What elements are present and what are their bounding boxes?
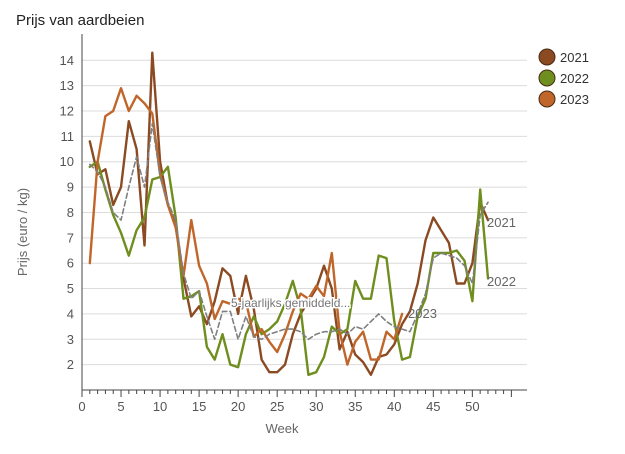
x-tick-label: 50 <box>465 399 479 414</box>
y-tick-label: 5 <box>67 281 74 296</box>
legend-swatch-2022 <box>538 69 556 87</box>
y-tick-label: 11 <box>61 129 75 144</box>
series-line-2022 <box>88 160 490 376</box>
y-tick-label: 12 <box>60 104 74 119</box>
series-line-2021 <box>88 51 490 376</box>
legend-label-2023: 2023 <box>560 92 589 107</box>
x-tick-label: 5 <box>117 399 124 414</box>
y-axis-title: Prijs (euro / kg) <box>15 188 30 276</box>
x-tick-label: 45 <box>426 399 440 414</box>
legend-label-2022: 2022 <box>560 71 589 86</box>
y-tick-label: 10 <box>60 154 74 169</box>
x-tick-label: 20 <box>231 399 245 414</box>
y-tick-label: 6 <box>67 256 74 271</box>
average-series-label: 5-jaarlijks gemiddeld... <box>231 296 350 310</box>
y-tick-label: 7 <box>67 230 74 245</box>
legend-swatch-2021 <box>538 48 556 66</box>
legend-item-2022[interactable]: 2022 <box>538 69 589 87</box>
chart-title: Prijs van aardbeien <box>16 12 145 29</box>
legend-label-2021: 2021 <box>560 50 589 65</box>
series-end-label-2023: 2023 <box>408 306 437 321</box>
x-tick-label: 30 <box>309 399 323 414</box>
y-tick-label: 13 <box>60 78 74 93</box>
x-tick-label: 0 <box>78 399 85 414</box>
x-tick-label: 10 <box>153 399 167 414</box>
x-tick-label: 35 <box>348 399 362 414</box>
y-tick-label: 9 <box>67 180 74 195</box>
series-end-labels: 2021 2022 2023 5-jaarlijks gemiddeld... <box>230 215 516 321</box>
legend-item-2021[interactable]: 2021 <box>538 48 589 66</box>
legend-item-2023[interactable]: 2023 <box>538 90 589 108</box>
x-tick-label: 40 <box>387 399 401 414</box>
x-tick-label: 15 <box>192 399 206 414</box>
x-axis-title: Week <box>266 421 299 436</box>
series-line-5-jaarlijks-gemiddeld <box>89 122 489 341</box>
y-tick-label: 8 <box>67 205 74 220</box>
y-tick-label: 4 <box>67 306 74 321</box>
legend: 2021 2022 2023 <box>538 48 589 108</box>
y-tick-label: 3 <box>67 332 74 347</box>
y-tick-label: 2 <box>67 357 74 372</box>
x-tick-label: 25 <box>270 399 284 414</box>
series-lines <box>88 51 490 376</box>
grid-lines <box>82 59 527 366</box>
legend-swatch-2023 <box>538 90 556 108</box>
series-end-label-2022: 2022 <box>487 274 516 289</box>
y-tick-label: 14 <box>60 53 74 68</box>
series-line-2023 <box>88 86 404 366</box>
series-end-label-2021: 2021 <box>487 215 516 230</box>
